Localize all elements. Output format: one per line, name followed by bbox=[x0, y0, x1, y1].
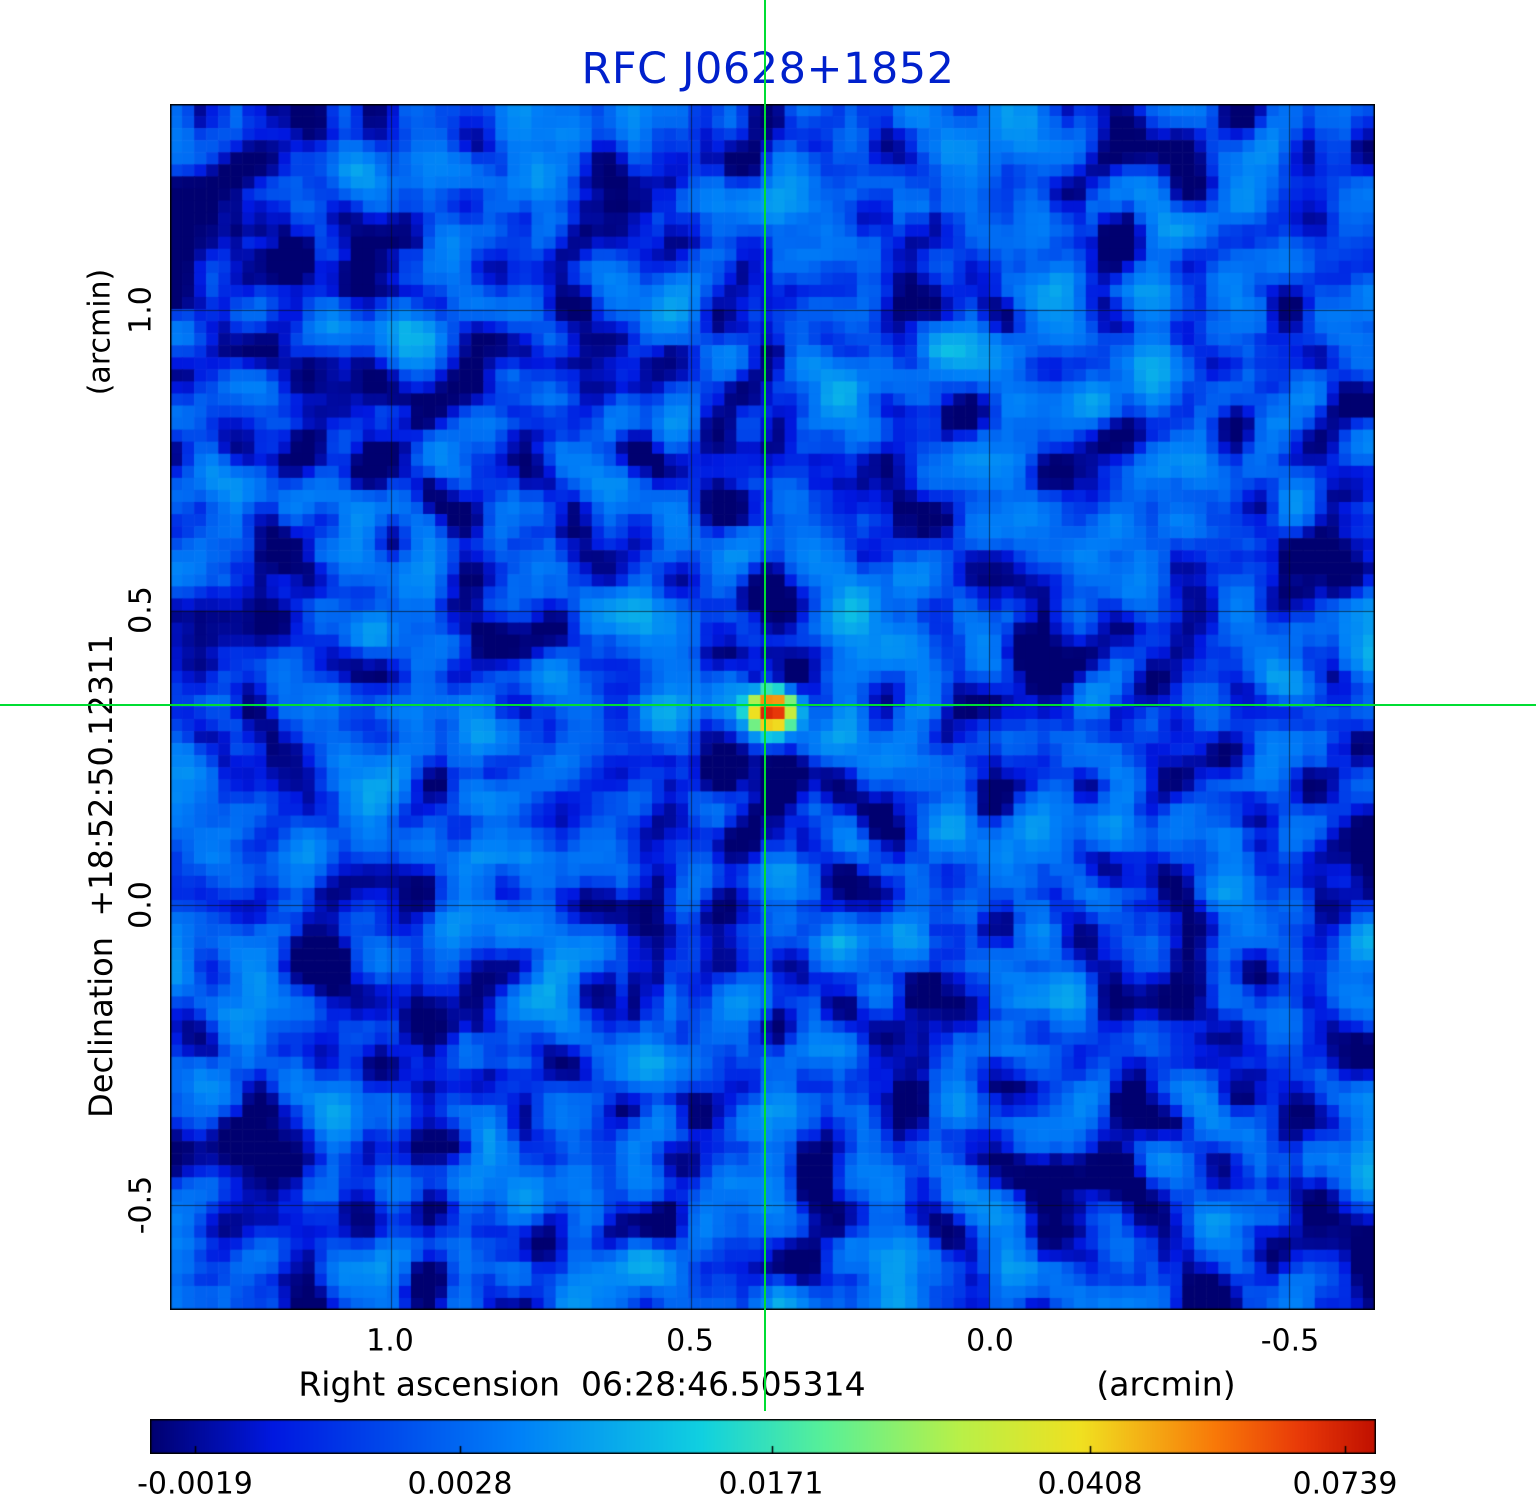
crosshair-horizontal-line bbox=[0, 704, 1536, 706]
colorbar-tick-label: -0.0019 bbox=[137, 1466, 253, 1502]
heatmap-plot bbox=[170, 104, 1375, 1310]
x-tick-label: 1.0 bbox=[366, 1323, 414, 1359]
x-axis-title: Right ascension 06:28:46.505314 bbox=[298, 1364, 866, 1404]
colorbar-tick-label: 0.0171 bbox=[718, 1466, 824, 1502]
y-tick-label: 1.0 bbox=[123, 286, 159, 334]
colorbar-tick-label: 0.0739 bbox=[1292, 1466, 1398, 1502]
y-tick-label: -0.5 bbox=[123, 1175, 159, 1235]
y-tick-label: 0.5 bbox=[123, 586, 159, 634]
y-tick-label: 0.0 bbox=[123, 881, 159, 929]
colorbar-tick-label: 0.0028 bbox=[407, 1466, 513, 1502]
heatmap-canvas bbox=[170, 104, 1375, 1310]
x-axis-unit: (arcmin) bbox=[1096, 1364, 1236, 1404]
x-tick-label: 0.0 bbox=[966, 1323, 1014, 1359]
colorbar-tick-label: 0.0408 bbox=[1037, 1466, 1143, 1502]
colorbar-canvas bbox=[150, 1419, 1376, 1454]
colorbar bbox=[150, 1419, 1376, 1454]
y-axis-title: Declination +18:52:50.12311 bbox=[82, 634, 120, 1118]
x-tick-label: -0.5 bbox=[1260, 1323, 1320, 1359]
y-axis-unit: (arcmin) bbox=[82, 268, 118, 396]
x-tick-label: 0.5 bbox=[666, 1323, 714, 1359]
plot-title: RFC J0628+1852 bbox=[581, 44, 955, 94]
